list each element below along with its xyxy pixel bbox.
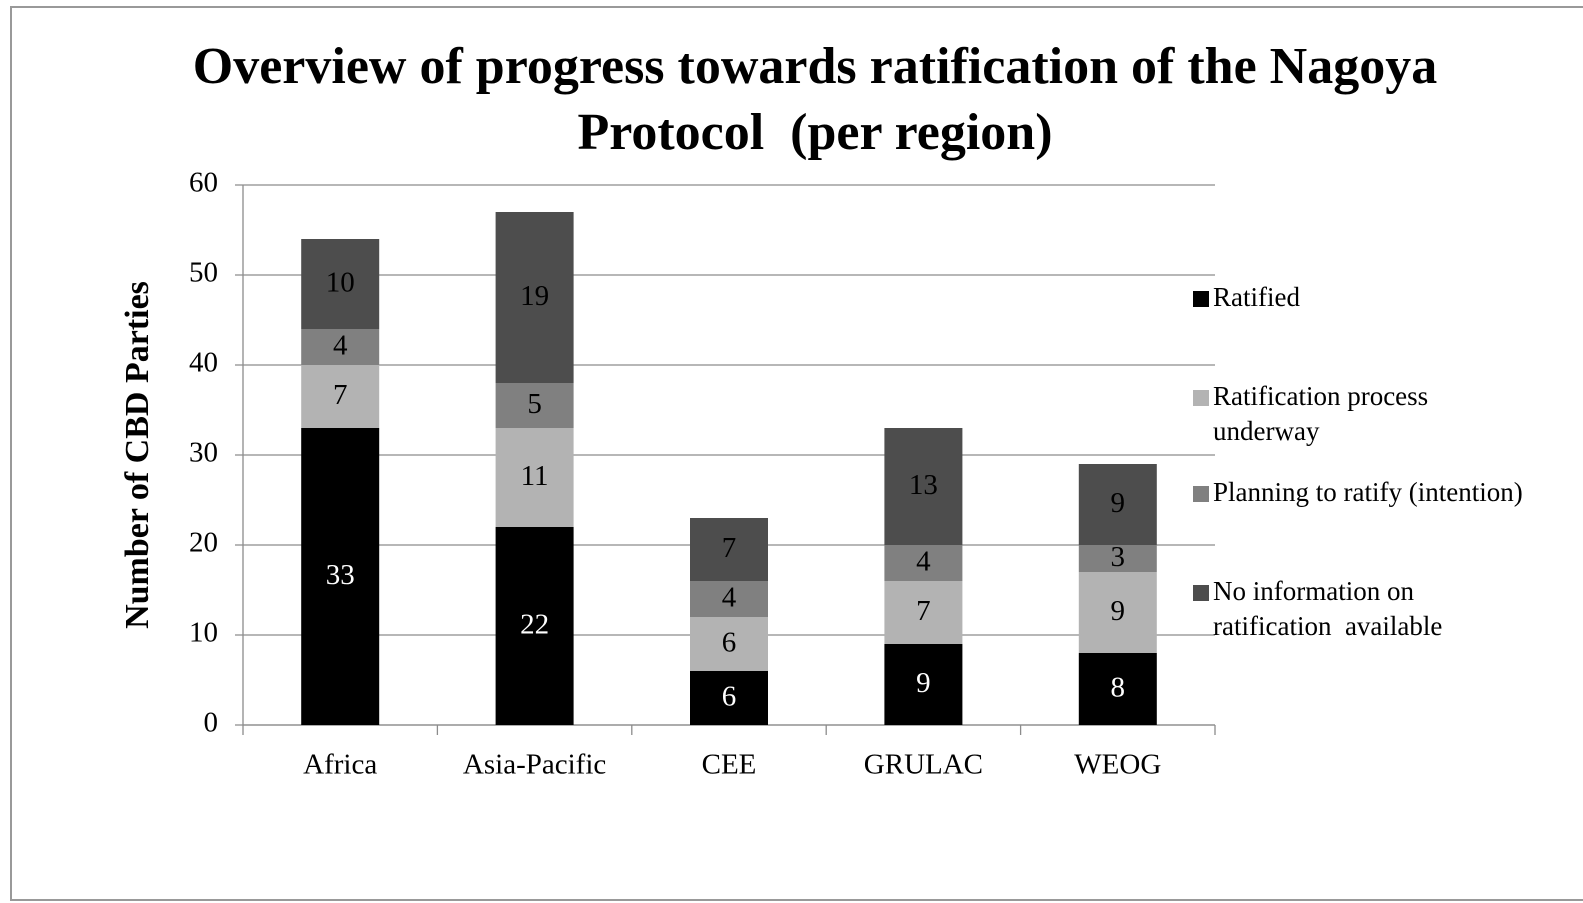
data-label: 7: [333, 379, 348, 411]
data-label: 10: [326, 267, 355, 299]
legend-item: Ratified: [1193, 280, 1533, 315]
bar-segment: [884, 545, 963, 581]
data-label: 7: [916, 595, 931, 627]
bar-segment: [690, 581, 768, 617]
data-label: 9: [916, 667, 931, 699]
data-label: 7: [722, 532, 737, 564]
data-label: 4: [333, 330, 348, 362]
y-tick-label: 10: [189, 617, 218, 649]
data-label: 9: [1111, 487, 1126, 519]
bar-segment: [690, 617, 768, 671]
data-label: 33: [326, 559, 355, 591]
chart-title: Overview of progress towards ratificatio…: [192, 38, 1451, 161]
y-tick-label: 0: [204, 707, 219, 739]
data-label: 22: [520, 609, 549, 641]
bar-segment: [690, 518, 768, 581]
bar-segment: [301, 428, 380, 725]
bar-segment: [1078, 653, 1157, 725]
bar-segment: [884, 581, 963, 644]
y-tick-label: 40: [189, 347, 218, 379]
legend-label: Ratification process underway: [1213, 381, 1435, 446]
data-label: 8: [1111, 672, 1126, 704]
bar-segment: [1078, 572, 1157, 653]
bar-segment: [884, 644, 963, 725]
y-axis-label: Number of CBD Parties: [119, 281, 156, 629]
bar-segment: [301, 239, 380, 329]
legend-swatch: [1193, 291, 1209, 307]
data-label: 19: [520, 280, 549, 312]
legend-swatch: [1193, 390, 1209, 406]
legend-label: Ratified: [1213, 282, 1300, 312]
bar-segment: [1078, 545, 1157, 572]
bar-segment: [495, 383, 574, 428]
bar-segment: [1078, 464, 1157, 545]
bar-segment: [301, 329, 380, 365]
data-label: 6: [722, 681, 737, 713]
data-label: 5: [527, 388, 542, 420]
data-label: 6: [722, 627, 737, 659]
bar-segment: [495, 428, 574, 527]
legend-label: Planning to ratify (intention): [1213, 477, 1523, 507]
bar-segment: [495, 212, 574, 383]
bar-segment: [301, 365, 380, 428]
data-label: 13: [909, 469, 938, 501]
legend-item: No information on ratification available: [1193, 574, 1503, 644]
legend-swatch: [1193, 486, 1209, 502]
data-label: 9: [1111, 595, 1126, 627]
x-tick-label: Asia-Pacific: [463, 749, 606, 781]
legend-label: No information on ratification available: [1213, 576, 1443, 641]
x-tick-label: CEE: [702, 749, 757, 781]
y-tick-label: 60: [189, 167, 218, 199]
data-label: 4: [916, 546, 931, 578]
data-label: 3: [1111, 541, 1126, 573]
data-label: 4: [722, 582, 737, 614]
bar-segment: [495, 527, 574, 725]
x-tick-label: GRULAC: [864, 749, 983, 781]
chart-border: [10, 6, 1583, 901]
bar-segment: [884, 428, 963, 545]
x-tick-label: WEOG: [1074, 749, 1161, 781]
bar-segment: [690, 671, 768, 725]
y-tick-label: 50: [189, 257, 218, 289]
legend-swatch: [1193, 585, 1209, 601]
legend-item: Ratification process underway: [1193, 379, 1483, 449]
y-tick-label: 30: [189, 437, 218, 469]
data-label: 11: [521, 460, 549, 492]
x-tick-label: Africa: [303, 749, 377, 781]
y-tick-label: 20: [189, 527, 218, 559]
legend-item: Planning to ratify (intention): [1193, 475, 1583, 510]
